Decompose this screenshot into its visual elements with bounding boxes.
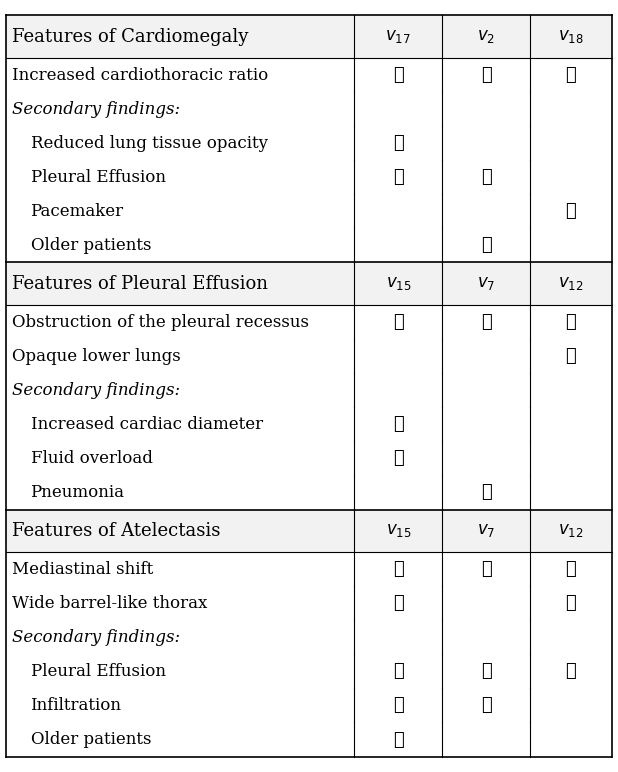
- Text: Reduced lung tissue opacity: Reduced lung tissue opacity: [30, 135, 268, 152]
- Text: $v_{7}$: $v_{7}$: [477, 276, 495, 293]
- Text: Infiltration: Infiltration: [30, 697, 122, 714]
- Text: ✓: ✓: [565, 560, 577, 578]
- Text: Pleural Effusion: Pleural Effusion: [30, 169, 166, 186]
- Text: Older patients: Older patients: [30, 731, 151, 748]
- Text: Secondary findings:: Secondary findings:: [12, 100, 180, 117]
- Text: ✓: ✓: [393, 696, 404, 714]
- Text: ✓: ✓: [565, 66, 577, 84]
- Text: ✓: ✓: [565, 313, 577, 331]
- Text: Mediastinal shift: Mediastinal shift: [12, 560, 154, 577]
- Text: ✓: ✓: [481, 313, 491, 331]
- Text: Features of Cardiomegaly: Features of Cardiomegaly: [12, 28, 248, 46]
- Text: ✓: ✓: [481, 662, 491, 680]
- Text: $v_{7}$: $v_{7}$: [477, 523, 495, 540]
- Text: $v_{18}$: $v_{18}$: [558, 29, 584, 46]
- Text: Pneumonia: Pneumonia: [30, 484, 125, 501]
- Text: ✓: ✓: [393, 134, 404, 152]
- Text: ✓: ✓: [481, 168, 491, 186]
- Text: ✓: ✓: [393, 449, 404, 467]
- FancyBboxPatch shape: [6, 262, 612, 305]
- Text: Obstruction of the pleural recessus: Obstruction of the pleural recessus: [12, 313, 310, 330]
- Text: ✓: ✓: [393, 168, 404, 186]
- Text: Secondary findings:: Secondary findings:: [12, 629, 180, 646]
- Text: Older patients: Older patients: [30, 237, 151, 254]
- Text: Features of Atelectasis: Features of Atelectasis: [12, 522, 221, 540]
- Text: Pleural Effusion: Pleural Effusion: [30, 663, 166, 680]
- Text: Opaque lower lungs: Opaque lower lungs: [12, 347, 181, 364]
- Text: ✓: ✓: [393, 662, 404, 680]
- Text: Increased cardiothoracic ratio: Increased cardiothoracic ratio: [12, 66, 269, 83]
- Text: $v_{12}$: $v_{12}$: [558, 276, 583, 293]
- Text: Features of Pleural Effusion: Features of Pleural Effusion: [12, 275, 268, 293]
- Text: ✓: ✓: [481, 696, 491, 714]
- Text: ✓: ✓: [393, 730, 404, 749]
- Text: $v_{15}$: $v_{15}$: [386, 276, 411, 293]
- Text: ✓: ✓: [481, 66, 491, 84]
- FancyBboxPatch shape: [6, 15, 612, 58]
- Text: ✓: ✓: [393, 560, 404, 578]
- Text: Secondary findings:: Secondary findings:: [12, 382, 180, 399]
- Text: $v_{2}$: $v_{2}$: [477, 29, 495, 46]
- Text: Fluid overload: Fluid overload: [30, 450, 153, 467]
- Text: $v_{17}$: $v_{17}$: [386, 29, 411, 46]
- Text: Pacemaker: Pacemaker: [30, 203, 124, 220]
- Text: ✓: ✓: [565, 347, 577, 365]
- Text: ✓: ✓: [393, 594, 404, 612]
- Text: ✓: ✓: [393, 415, 404, 433]
- FancyBboxPatch shape: [6, 510, 612, 552]
- Text: ✓: ✓: [481, 483, 491, 502]
- Text: ✓: ✓: [565, 202, 577, 220]
- Text: $v_{12}$: $v_{12}$: [558, 523, 583, 540]
- Text: $v_{15}$: $v_{15}$: [386, 523, 411, 540]
- Text: ✓: ✓: [565, 594, 577, 612]
- Text: ✓: ✓: [481, 236, 491, 255]
- Text: ✓: ✓: [565, 662, 577, 680]
- Text: ✓: ✓: [393, 313, 404, 331]
- Text: Increased cardiac diameter: Increased cardiac diameter: [30, 416, 263, 433]
- Text: ✓: ✓: [481, 560, 491, 578]
- Text: ✓: ✓: [393, 66, 404, 84]
- Text: Wide barrel-like thorax: Wide barrel-like thorax: [12, 594, 208, 611]
